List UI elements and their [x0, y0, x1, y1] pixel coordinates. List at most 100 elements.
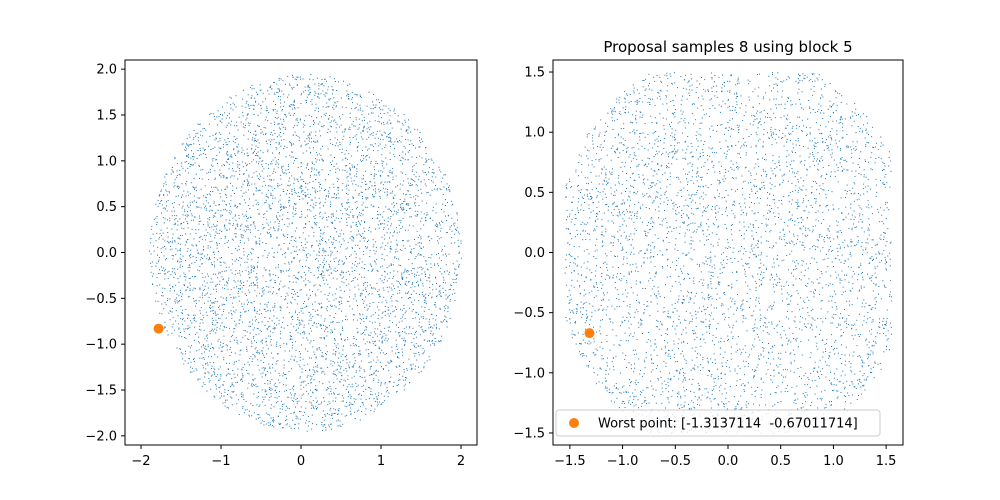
sample-point — [257, 93, 259, 95]
sample-point — [358, 409, 360, 411]
sample-point — [315, 357, 317, 359]
sample-point — [397, 351, 399, 353]
sample-point — [269, 232, 270, 234]
sample-point — [369, 134, 371, 136]
sample-point — [356, 226, 358, 227]
sample-point — [178, 249, 180, 251]
sample-point — [361, 377, 363, 378]
sample-point — [290, 336, 292, 338]
sample-point — [373, 244, 375, 246]
sample-point — [382, 311, 384, 313]
sample-point — [355, 184, 357, 186]
sample-point — [214, 373, 216, 375]
sample-point — [177, 242, 179, 244]
sample-point — [269, 341, 271, 343]
sample-point — [272, 291, 274, 293]
sample-point — [251, 267, 253, 268]
sample-point — [213, 348, 215, 350]
sample-point — [262, 255, 264, 257]
sample-point — [381, 312, 383, 314]
sample-point — [281, 405, 283, 407]
sample-point — [420, 242, 422, 244]
sample-point — [184, 161, 186, 163]
sample-point — [351, 239, 353, 241]
sample-point — [397, 115, 399, 117]
sample-point — [251, 95, 253, 97]
sample-point — [346, 370, 348, 372]
sample-point — [282, 165, 284, 167]
sample-point — [225, 117, 227, 119]
sample-point — [339, 118, 341, 120]
sample-point — [305, 370, 307, 371]
sample-point — [209, 169, 211, 171]
sample-point — [223, 381, 225, 383]
sample-point — [234, 248, 236, 250]
sample-point — [267, 383, 269, 385]
sample-point — [295, 330, 297, 332]
sample-point — [390, 123, 391, 125]
sample-point — [291, 193, 293, 195]
sample-point — [204, 376, 206, 378]
sample-point — [348, 95, 350, 97]
sample-point — [201, 385, 203, 387]
sample-point — [188, 270, 190, 272]
sample-point — [299, 199, 301, 200]
sample-point — [288, 261, 290, 263]
sample-point — [296, 303, 298, 305]
sample-point — [376, 99, 378, 101]
sample-point — [290, 338, 291, 340]
sample-point — [279, 90, 281, 92]
sample-point — [364, 230, 366, 232]
sample-point — [337, 139, 338, 141]
sample-point — [400, 228, 402, 229]
sample-point — [266, 256, 268, 258]
sample-point — [297, 122, 299, 124]
sample-point — [295, 406, 296, 408]
sample-point — [305, 102, 307, 103]
sample-point — [310, 91, 311, 93]
sample-point — [380, 361, 381, 363]
sample-point — [370, 315, 372, 317]
sample-point — [270, 144, 271, 145]
sample-point — [420, 142, 422, 144]
sample-point — [257, 285, 259, 287]
sample-point — [211, 317, 213, 319]
sample-point — [280, 326, 282, 328]
sample-point — [317, 371, 319, 373]
sample-point — [441, 220, 442, 222]
sample-point — [171, 210, 173, 212]
sample-point — [180, 253, 182, 255]
sample-point — [356, 208, 357, 210]
sample-point — [425, 330, 427, 332]
sample-point — [282, 118, 284, 120]
sample-point — [394, 194, 396, 196]
sample-point — [254, 97, 256, 99]
sample-point — [177, 250, 179, 252]
sample-point — [345, 165, 347, 167]
sample-point — [281, 270, 283, 272]
sample-point — [211, 226, 213, 228]
sample-point — [260, 105, 262, 107]
sample-point — [278, 163, 280, 165]
sample-point — [194, 187, 196, 189]
sample-point — [347, 386, 349, 388]
sample-point — [426, 159, 428, 161]
sample-point — [370, 174, 372, 175]
sample-point — [383, 279, 385, 281]
sample-point — [364, 381, 366, 383]
sample-point — [334, 293, 336, 295]
sample-point — [321, 125, 323, 127]
sample-point — [393, 206, 395, 208]
sample-point — [365, 318, 367, 320]
sample-point — [401, 320, 403, 322]
sample-point — [235, 139, 237, 140]
sample-point — [255, 134, 257, 136]
sample-point — [325, 198, 327, 200]
sample-point — [291, 387, 293, 389]
sample-point — [416, 271, 418, 273]
sample-point — [425, 185, 427, 187]
sample-point — [325, 415, 327, 417]
sample-point — [334, 374, 336, 375]
sample-point — [370, 388, 372, 390]
sample-point — [400, 317, 402, 319]
